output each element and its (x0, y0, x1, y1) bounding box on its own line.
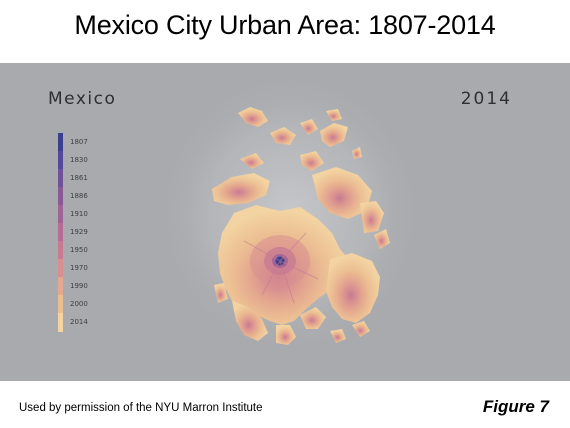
legend-label-1807: 1807 (70, 138, 88, 146)
slide-title: Mexico City Urban Area: 1807-2014 (74, 10, 496, 40)
legend-swatch-0 (58, 133, 63, 152)
legend-label-1970: 1970 (70, 264, 88, 272)
urban-footprint (212, 107, 390, 345)
legend-label-2000: 2000 (70, 300, 88, 308)
urban-area-map (155, 68, 425, 358)
map-panel: Mexico 2014 1807 1830 1861 1886 1910 192… (0, 63, 570, 381)
historic-core (243, 232, 319, 304)
legend-label-1861: 1861 (70, 174, 88, 182)
legend-swatch-5 (58, 223, 63, 242)
legend-swatch-3 (58, 187, 63, 206)
legend-swatch-10 (58, 313, 63, 332)
legend-swatch-6 (58, 241, 63, 260)
legend-label-1830: 1830 (70, 156, 88, 164)
legend-label-1929: 1929 (70, 228, 88, 236)
year-legend: 1807 1830 1861 1886 1910 1929 1950 1970 … (58, 133, 98, 333)
year-display: 2014 (460, 89, 512, 109)
legend-label-1886: 1886 (70, 192, 88, 200)
figure-label: Figure 7 (482, 397, 549, 416)
legend-label-2014: 2014 (70, 318, 88, 326)
legend-swatch-7 (58, 259, 63, 278)
legend-label-1950: 1950 (70, 246, 88, 254)
legend-swatch-4 (58, 205, 63, 224)
city-name: Mexico (48, 89, 117, 109)
legend-label-1990: 1990 (70, 282, 88, 290)
legend-label-1910: 1910 (70, 210, 88, 218)
legend-swatch-8 (58, 277, 63, 296)
legend-swatch-2 (58, 169, 63, 188)
legend-swatch-1 (58, 151, 63, 170)
legend-swatch-9 (58, 295, 63, 314)
footer-credit: Used by permission of the NYU Marron Ins… (19, 402, 263, 414)
